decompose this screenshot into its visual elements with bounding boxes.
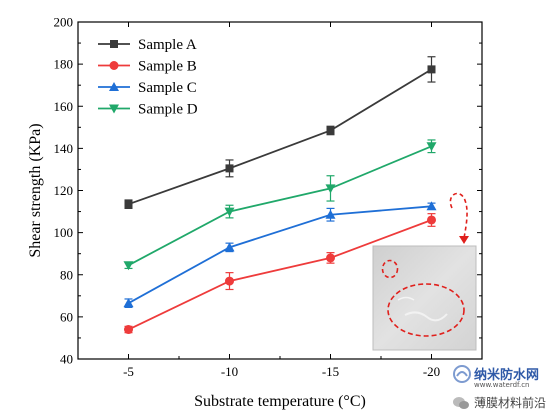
data-point [123,298,134,308]
watermark-url: www.waterdf.cn [474,381,530,389]
legend-label: Sample B [138,59,197,75]
series-line [128,205,432,304]
series-sample-b [124,213,436,335]
y-axis-label: Shear strength (KPa) [27,123,44,257]
watermark-title: 纳米防水网 [474,368,540,383]
series-line [128,145,432,267]
legend-label: Sample D [138,102,198,118]
legend: Sample A Sample B Sample C Sample D [98,37,198,118]
x-tick-label: -5 [123,364,134,379]
chat-icon [453,397,469,409]
data-point [224,242,235,252]
y-tick-label: 60 [60,309,73,324]
legend-item-sample-a: Sample A [98,37,197,53]
large-region-circle [387,283,465,337]
legend-marker [109,61,119,70]
series-sample-a [124,56,436,210]
inset-photo-bg [372,245,477,351]
x-axis-label: Substrate temperature (°C) [194,393,366,410]
inset-photo [372,192,477,351]
series-line [128,68,432,206]
small-region-circle [381,259,399,279]
data-point [124,200,133,209]
data-point [326,126,335,135]
x-tick-label: -10 [221,364,238,379]
x-tick-label: -20 [423,364,440,379]
data-point [426,201,437,211]
y-tick-label: 160 [54,99,74,114]
data-point [326,253,335,263]
legend-item-sample-b: Sample B [98,59,197,75]
y-tick-label: 40 [60,352,73,367]
data-point [123,261,134,271]
inset-texture [397,296,415,301]
series-sample-c [123,201,437,308]
logo-icon [453,365,471,383]
data-point [427,65,436,74]
legend-marker [109,82,119,91]
data-point [325,184,336,194]
watermark: 纳米防水网 www.waterdf.cn 薄膜材料前沿 [452,362,548,414]
y-tick-label: 180 [54,57,74,72]
data-point [427,215,436,225]
inset-texture [404,311,448,322]
watermark-subtitle: 薄膜材料前沿 [474,396,547,410]
legend-item-sample-c: Sample C [98,80,197,96]
data-point [225,164,234,173]
y-tick-label: 140 [54,141,74,156]
y-tick-label: 80 [60,267,73,282]
legend-marker [110,40,118,48]
x-tick-label: -15 [322,364,339,379]
legend-marker [109,104,119,114]
series-line [128,219,432,331]
data-point [426,142,437,152]
legend-label: Sample A [138,37,197,53]
data-point [124,325,133,335]
data-point [224,207,235,217]
pointer-arrow [449,192,468,239]
arrow-head [459,236,469,244]
y-tick-label: 120 [54,183,74,198]
y-tick-label: 200 [54,15,74,30]
legend-label: Sample C [138,80,197,96]
series-sample-d [123,139,437,271]
data-point [225,276,234,286]
legend-item-sample-d: Sample D [98,102,198,118]
y-tick-label: 100 [54,225,74,240]
data-point [325,209,336,219]
